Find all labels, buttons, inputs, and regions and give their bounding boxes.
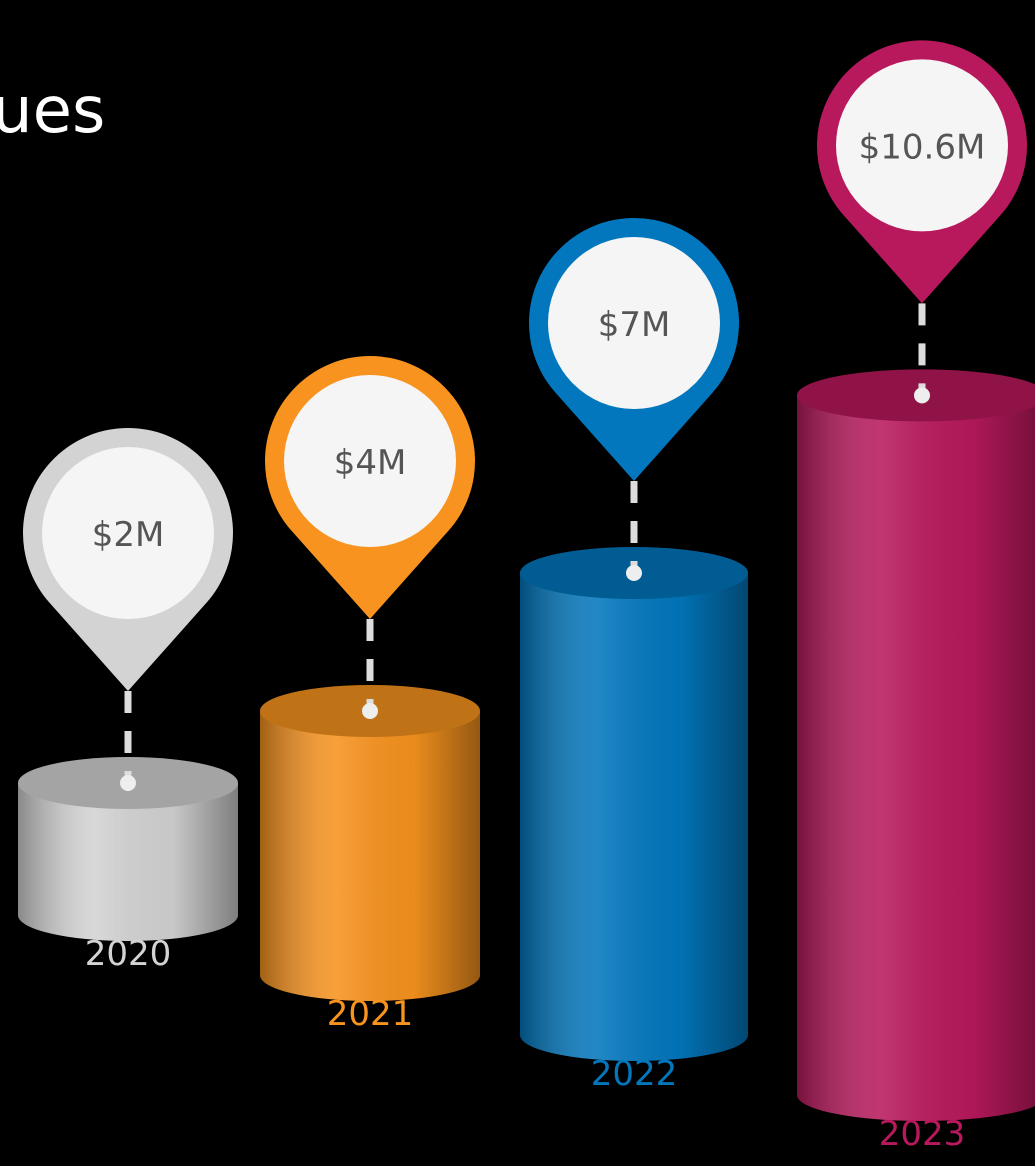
pin-dot	[626, 565, 642, 581]
chart-title: ues	[0, 74, 105, 148]
cylinder	[797, 369, 1035, 1121]
pin-face	[836, 59, 1008, 232]
cylinder-body-shade	[797, 395, 1035, 1095]
value-label: $10.6M	[859, 127, 986, 167]
cylinder	[260, 685, 480, 1001]
pin-face	[42, 447, 214, 619]
cylinder-body-shade	[260, 711, 480, 975]
category-label: 2022	[591, 1054, 678, 1094]
category-label: 2020	[85, 934, 172, 974]
pin-dot	[914, 387, 930, 404]
pin-face	[284, 375, 456, 547]
cylinder	[520, 547, 748, 1061]
value-label: $4M	[334, 443, 407, 483]
value-label: $7M	[598, 305, 671, 345]
cylinder-body-shade	[520, 573, 748, 1035]
pin-dot	[120, 775, 136, 791]
category-label: 2021	[327, 994, 414, 1034]
pin-face	[548, 237, 720, 409]
pin-dot	[362, 703, 378, 719]
value-label: $2M	[92, 515, 165, 555]
category-label: 2023	[879, 1114, 966, 1154]
